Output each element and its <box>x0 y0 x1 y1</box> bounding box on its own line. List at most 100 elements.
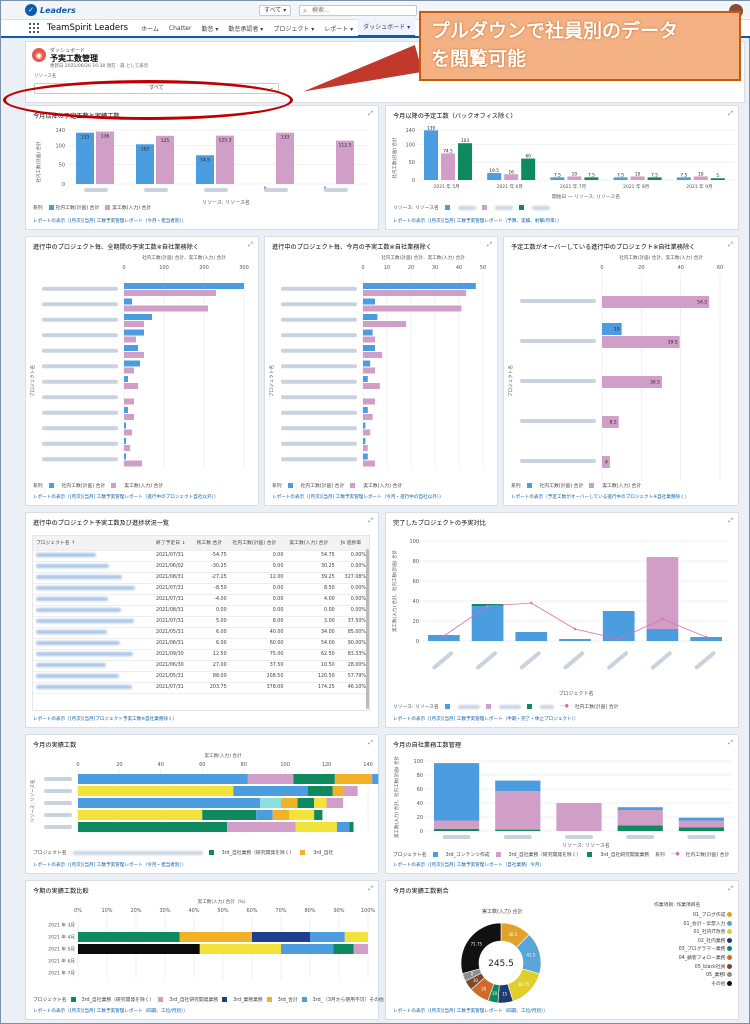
app-logo[interactable]: ✓ Leaders <box>25 4 76 16</box>
legend-item: 3rd_自社 <box>313 851 334 856</box>
bar-segment <box>495 829 541 831</box>
y-tick-label: 20 <box>413 619 419 625</box>
project-name-cell[interactable] <box>33 561 154 573</box>
project-name-cell[interactable] <box>33 605 154 617</box>
project-name-cell[interactable] <box>33 616 154 628</box>
highlight-oval <box>3 80 293 120</box>
project-name-cell[interactable] <box>33 627 154 639</box>
blurred-category-label <box>144 188 168 192</box>
view-report-link[interactable]: レポートの表示（[月次][当月] 工数予実管理レポート（予算、実績、射撃/月単）… <box>393 219 562 224</box>
chart-legend: プロジェクト名 3rd_自社業務（研究開発を除く） 3rd_自社研究開発業務 3rd_… <box>33 996 384 1003</box>
column-header-progress[interactable]: ƒx 進捗率 <box>337 536 369 551</box>
nav-item-project[interactable]: プロジェクト ▾ <box>273 25 315 33</box>
table-row[interactable]: 2021/07/31 -8.50 0.00 8.50 0.00% <box>33 583 369 595</box>
y-tick-label: 100 <box>409 539 419 545</box>
view-report-link[interactable]: レポートの表示（[月次][当月] 工数予実管理レポート（四期、工位/月別）） <box>33 1009 188 1014</box>
data-label: 133 <box>81 135 90 141</box>
nav-item-report[interactable]: レポート ▾ <box>324 25 354 33</box>
table-row[interactable]: 2021/06/31 6.00 60.00 54.00 90.00% <box>33 638 369 650</box>
table-row[interactable]: 2021/05/31 6.00 40.00 34.00 85.00% <box>33 627 369 639</box>
expand-icon[interactable]: ⤢ <box>728 885 733 892</box>
nav-item-dashboard[interactable]: ダッシュボード ▾ <box>358 19 416 37</box>
search-scope-dropdown[interactable]: すべて ▾ <box>259 5 292 16</box>
global-search-input[interactable]: ⌕ 検索... <box>299 5 417 16</box>
legend-item: その他 <box>648 980 734 987</box>
expand-icon[interactable]: ⤢ <box>368 517 373 524</box>
bar-segment <box>617 810 663 826</box>
column-header-planned[interactable]: 社内工数(計画) 合計 <box>229 536 287 551</box>
x-tick-label: 100% <box>361 908 376 914</box>
view-report-link[interactable]: レポートの表示（[月次][当月] 工数予実管理レポート（今月・担当者別）） <box>33 863 187 868</box>
app-launcher-icon[interactable] <box>29 23 39 33</box>
table-row[interactable]: 2021/09/30 12.50 75.00 62.50 83.33% <box>33 649 369 661</box>
data-label: 10 <box>614 327 620 333</box>
table-row[interactable]: 2021/07/31 203.75 378.00 174.25 46.10% <box>33 682 369 694</box>
view-report-link[interactable]: レポートの表示（[月次][当月] 工数予実管理レポート（半期・完了・休止プロジェ… <box>393 717 579 722</box>
nav-item-home[interactable]: ホーム <box>141 25 159 33</box>
view-report-link[interactable]: レポートの表示（[月次][当月] 工数予実管理レポート（四期、工位/月別）） <box>393 1009 548 1014</box>
view-report-link[interactable]: レポートの表示（[月次][当月]プロジェクト予実工数※自社業務除く） <box>33 717 178 722</box>
table-row[interactable]: 2021/06/30 27.00 37.50 10.50 28.00% <box>33 660 369 672</box>
table-row[interactable]: 2021/05/31 88.00 208.50 120.50 57.79% <box>33 671 369 683</box>
project-name-cell[interactable] <box>33 671 154 683</box>
x-group-label: 2021 年 6月 <box>497 183 523 190</box>
data-label: 10 <box>698 171 704 177</box>
chart-panel-projects-alltime: 進行中のプロジェクト毎、全期間の予実工数※自社業務除く ⤢ 社内工数(計画) 合… <box>25 236 259 506</box>
project-name-cell[interactable] <box>33 649 154 661</box>
view-report-link[interactable]: レポートの表示（[月次][当月] 工数予実管理レポート（今月・進行中の自社以外）… <box>272 495 444 500</box>
table-row[interactable]: 2021/06/02 -30.25 0.00 30.25 0.00% <box>33 561 369 573</box>
table-cell: 2021/06/30 <box>153 660 194 672</box>
project-name-cell[interactable] <box>33 583 154 595</box>
project-name-cell[interactable] <box>33 660 154 672</box>
project-name-cell[interactable] <box>33 594 154 606</box>
table-scroll-area[interactable]: プロジェクト名 ↑ 終了予定日 ↓ 残工数 合計 社内工数(計画) 合計 実工数… <box>32 535 370 711</box>
table-row[interactable]: 2021/08/31 0.00 0.00 0.00 0.00% <box>33 605 369 617</box>
table-row[interactable]: 2021/07/31 -54.75 0.00 54.75 0.00% <box>33 550 369 562</box>
view-report-link[interactable]: レポートの表示（[月次][当月] 工数予実管理レポート（今月・担当者別）） <box>33 219 187 224</box>
x-axis-title: 社内工数(計画) 合計、実工数(入力) 合計 <box>381 254 465 261</box>
bar <box>363 298 375 305</box>
bar <box>363 383 380 389</box>
bar <box>363 345 375 351</box>
y-axis-title: プロジェクト名 <box>507 365 514 397</box>
bar-segment <box>326 798 344 808</box>
bar <box>521 158 536 180</box>
expand-icon[interactable]: ⤢ <box>728 739 733 746</box>
x-tick-label: 80% <box>304 908 315 914</box>
expand-icon[interactable]: ⤢ <box>728 517 733 524</box>
expand-icon[interactable]: ⤢ <box>728 110 733 117</box>
expand-icon[interactable]: ⤢ <box>487 241 492 248</box>
project-name-cell[interactable] <box>33 550 154 562</box>
view-report-link[interactable]: レポートの表示（[月次][当月] 工数予実管理レポート（進行中のプロジェクト自社… <box>33 495 219 500</box>
bar <box>156 135 174 184</box>
blurred-category-label <box>281 286 357 291</box>
blurred-category-label <box>626 835 655 839</box>
nav-item-chatter[interactable]: Chatter <box>168 24 192 32</box>
expand-icon[interactable]: ⤢ <box>368 110 373 117</box>
bar <box>124 398 134 405</box>
nav-item-approver[interactable]: 勤怠承認者 ▾ <box>228 25 264 33</box>
table-row[interactable]: 2021/07/31 -4.00 0.00 4.00 0.00% <box>33 594 369 606</box>
nav-item-attendance[interactable]: 勤怠 ▾ <box>201 25 219 33</box>
leaders-logo-icon: ✓ <box>25 4 37 16</box>
table-row[interactable]: 2021/07/31 5.00 8.00 3.00 37.50% <box>33 616 369 628</box>
table-scrollbar[interactable] <box>366 549 369 709</box>
bar-segment <box>78 786 234 796</box>
project-name-cell[interactable] <box>33 638 154 650</box>
project-name-cell[interactable] <box>33 682 154 694</box>
expand-icon[interactable]: ⤢ <box>368 885 373 892</box>
data-label: 8.5 <box>610 420 617 426</box>
view-report-link[interactable]: レポートの表示（[月次][当月] 工数予実管理レポート（自社業務）今月） <box>393 863 545 868</box>
column-header-end-date[interactable]: 終了予定日 ↓ <box>153 536 194 551</box>
expand-icon[interactable]: ⤢ <box>248 241 253 248</box>
column-header-actual[interactable]: 実工数(入力) 合計 <box>286 536 338 551</box>
project-name-cell[interactable] <box>33 572 154 584</box>
blurred-category-label <box>281 364 357 369</box>
expand-icon[interactable]: ⤢ <box>728 241 733 248</box>
y-axis-title: プロジェクト名 <box>29 365 36 397</box>
table-row[interactable]: 2021/08/31 -27.25 12.00 39.25 327.08% <box>33 572 369 584</box>
expand-icon[interactable]: ⤢ <box>368 739 373 746</box>
view-report-link[interactable]: レポートの表示（予定工数がオーバーしている進行中のプロジェクト※自社業務除く） <box>511 495 690 500</box>
column-header-remaining[interactable]: 残工数 合計 <box>193 536 230 551</box>
column-header-project[interactable]: プロジェクト名 ↑ <box>33 536 154 551</box>
